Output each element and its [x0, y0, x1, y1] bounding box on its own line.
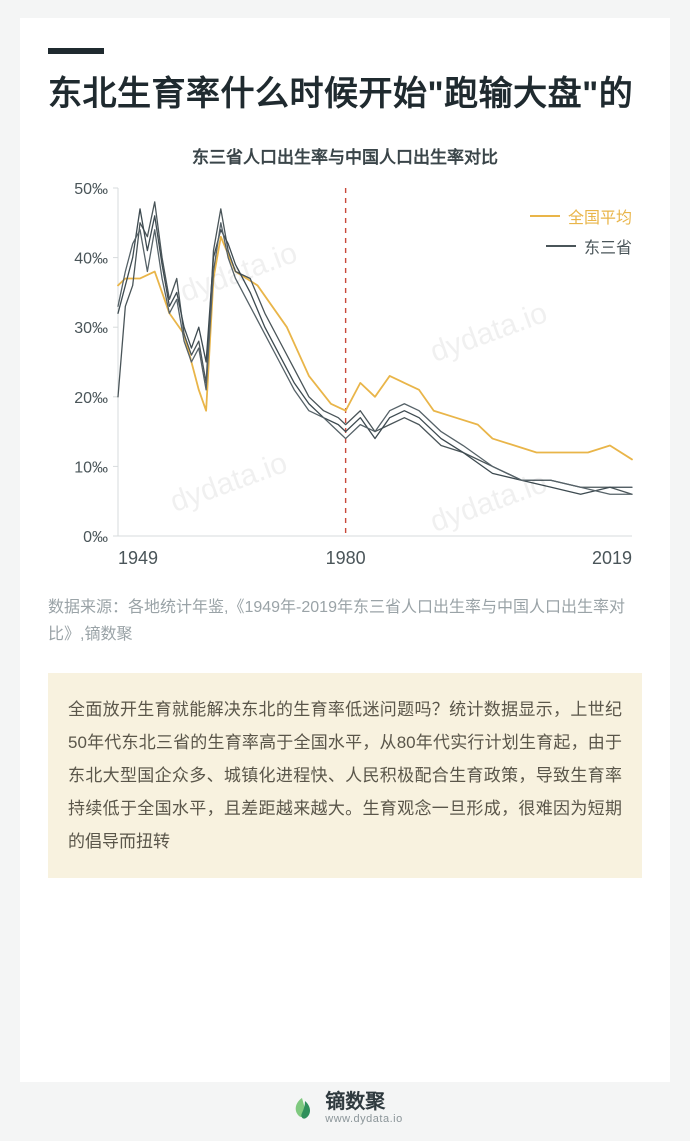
footer-brand: 镝数聚 www.dydata.io [0, 1091, 690, 1125]
legend-swatch [530, 215, 560, 217]
chart-box: 0‰10‰20‰30‰40‰50‰194919802019 全国平均 东三省 d… [48, 176, 642, 572]
legend-label: 全国平均 [568, 204, 632, 228]
svg-text:1949: 1949 [118, 548, 158, 568]
legend: 全国平均 东三省 [530, 204, 632, 264]
brand-logo-icon [287, 1094, 317, 1122]
legend-item: 东三省 [530, 234, 632, 258]
svg-text:0‰: 0‰ [83, 529, 108, 546]
legend-item: 全国平均 [530, 204, 632, 228]
brand-name: 镝数聚 [325, 1091, 402, 1113]
svg-text:30‰: 30‰ [74, 320, 108, 337]
card: 东北生育率什么时候开始"跑输大盘"的 东三省人口出生率与中国人口出生率对比 0‰… [20, 18, 670, 1082]
chart-section: 东三省人口出生率与中国人口出生率对比 0‰ 10‰ 20‰ 30‰ 40‰ 50‰ 1949… [48, 143, 642, 572]
data-source: 数据来源：各地统计年鉴,《1949年-2019年东三省人口出生率与中国人口出生率… [48, 594, 642, 648]
brand-url: www.dydata.io [325, 1113, 402, 1125]
main-title: 东北生育率什么时候开始"跑输大盘"的 [48, 70, 642, 119]
legend-label: 东三省 [584, 234, 632, 258]
brand-text: 镝数聚 www.dydata.io [325, 1091, 402, 1125]
title-accent-bar [48, 48, 104, 54]
svg-text:1980: 1980 [326, 548, 366, 568]
svg-text:40‰: 40‰ [74, 251, 108, 268]
svg-text:50‰: 50‰ [74, 181, 108, 198]
svg-text:2019: 2019 [592, 548, 632, 568]
chart-title: 东三省人口出生率与中国人口出生率对比 [48, 143, 642, 168]
commentary-box: 全面放开生育就能解决东北的生育率低迷问题吗？统计数据显示，上世纪50年代东北三省… [48, 673, 642, 879]
svg-text:20‰: 20‰ [74, 390, 108, 407]
legend-swatch [546, 245, 576, 247]
svg-text:10‰: 10‰ [74, 460, 108, 477]
